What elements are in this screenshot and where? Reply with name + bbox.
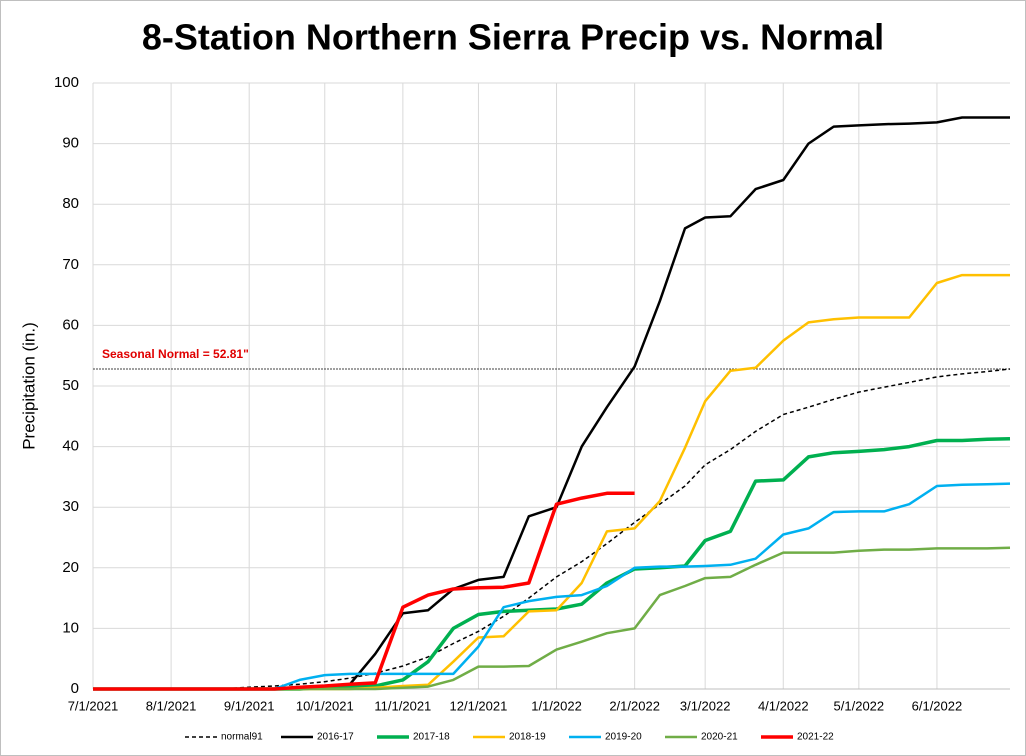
x-tick-label: 7/1/2021 [68, 698, 119, 713]
legend-label: 2021-22 [797, 732, 834, 743]
y-tick-label: 100 [54, 74, 79, 91]
x-tick-label: 1/1/2022 [531, 698, 582, 713]
legend-label: 2018-19 [509, 732, 546, 743]
x-tick-label: 10/1/2021 [296, 698, 354, 713]
y-tick-label: 40 [62, 438, 79, 455]
series-line [93, 368, 1011, 690]
y-tick-label: 60 [62, 316, 79, 333]
x-tick-label: 3/1/2022 [680, 698, 731, 713]
legend-label: 2020-21 [701, 732, 738, 743]
x-tick-label: 5/1/2022 [834, 698, 885, 713]
y-tick-label: 10 [62, 619, 79, 636]
y-tick-label: 30 [62, 498, 79, 515]
legend-label: normal91 [221, 732, 263, 743]
y-tick-label: 80 [62, 195, 79, 212]
y-tick-label: 90 [62, 135, 79, 152]
x-tick-label: 12/1/2021 [450, 698, 508, 713]
legend-label: 2019-20 [605, 732, 642, 743]
chart-title: 8-Station Northern Sierra Precip vs. Nor… [142, 17, 884, 58]
reference-label: Seasonal Normal = 52.81" [102, 347, 249, 361]
legend-label: 2017-18 [413, 732, 450, 743]
series-line [93, 491, 635, 691]
x-tick-label: 6/1/2022 [912, 698, 963, 713]
x-tick-label: 8/1/2021 [146, 698, 197, 713]
y-tick-label: 0 [71, 680, 79, 697]
x-tick-label: 2/1/2022 [609, 698, 660, 713]
y-tick-label: 70 [62, 256, 79, 273]
x-tick-label: 4/1/2022 [758, 698, 809, 713]
x-tick-label: 11/1/2021 [374, 698, 431, 713]
legend-label: 2016-17 [317, 732, 354, 743]
x-tick-label: 9/1/2021 [224, 698, 275, 713]
y-tick-label: 50 [62, 377, 79, 394]
y-tick-label: 20 [62, 559, 79, 576]
y-axis-label: Precipitation (in.) [19, 322, 38, 450]
